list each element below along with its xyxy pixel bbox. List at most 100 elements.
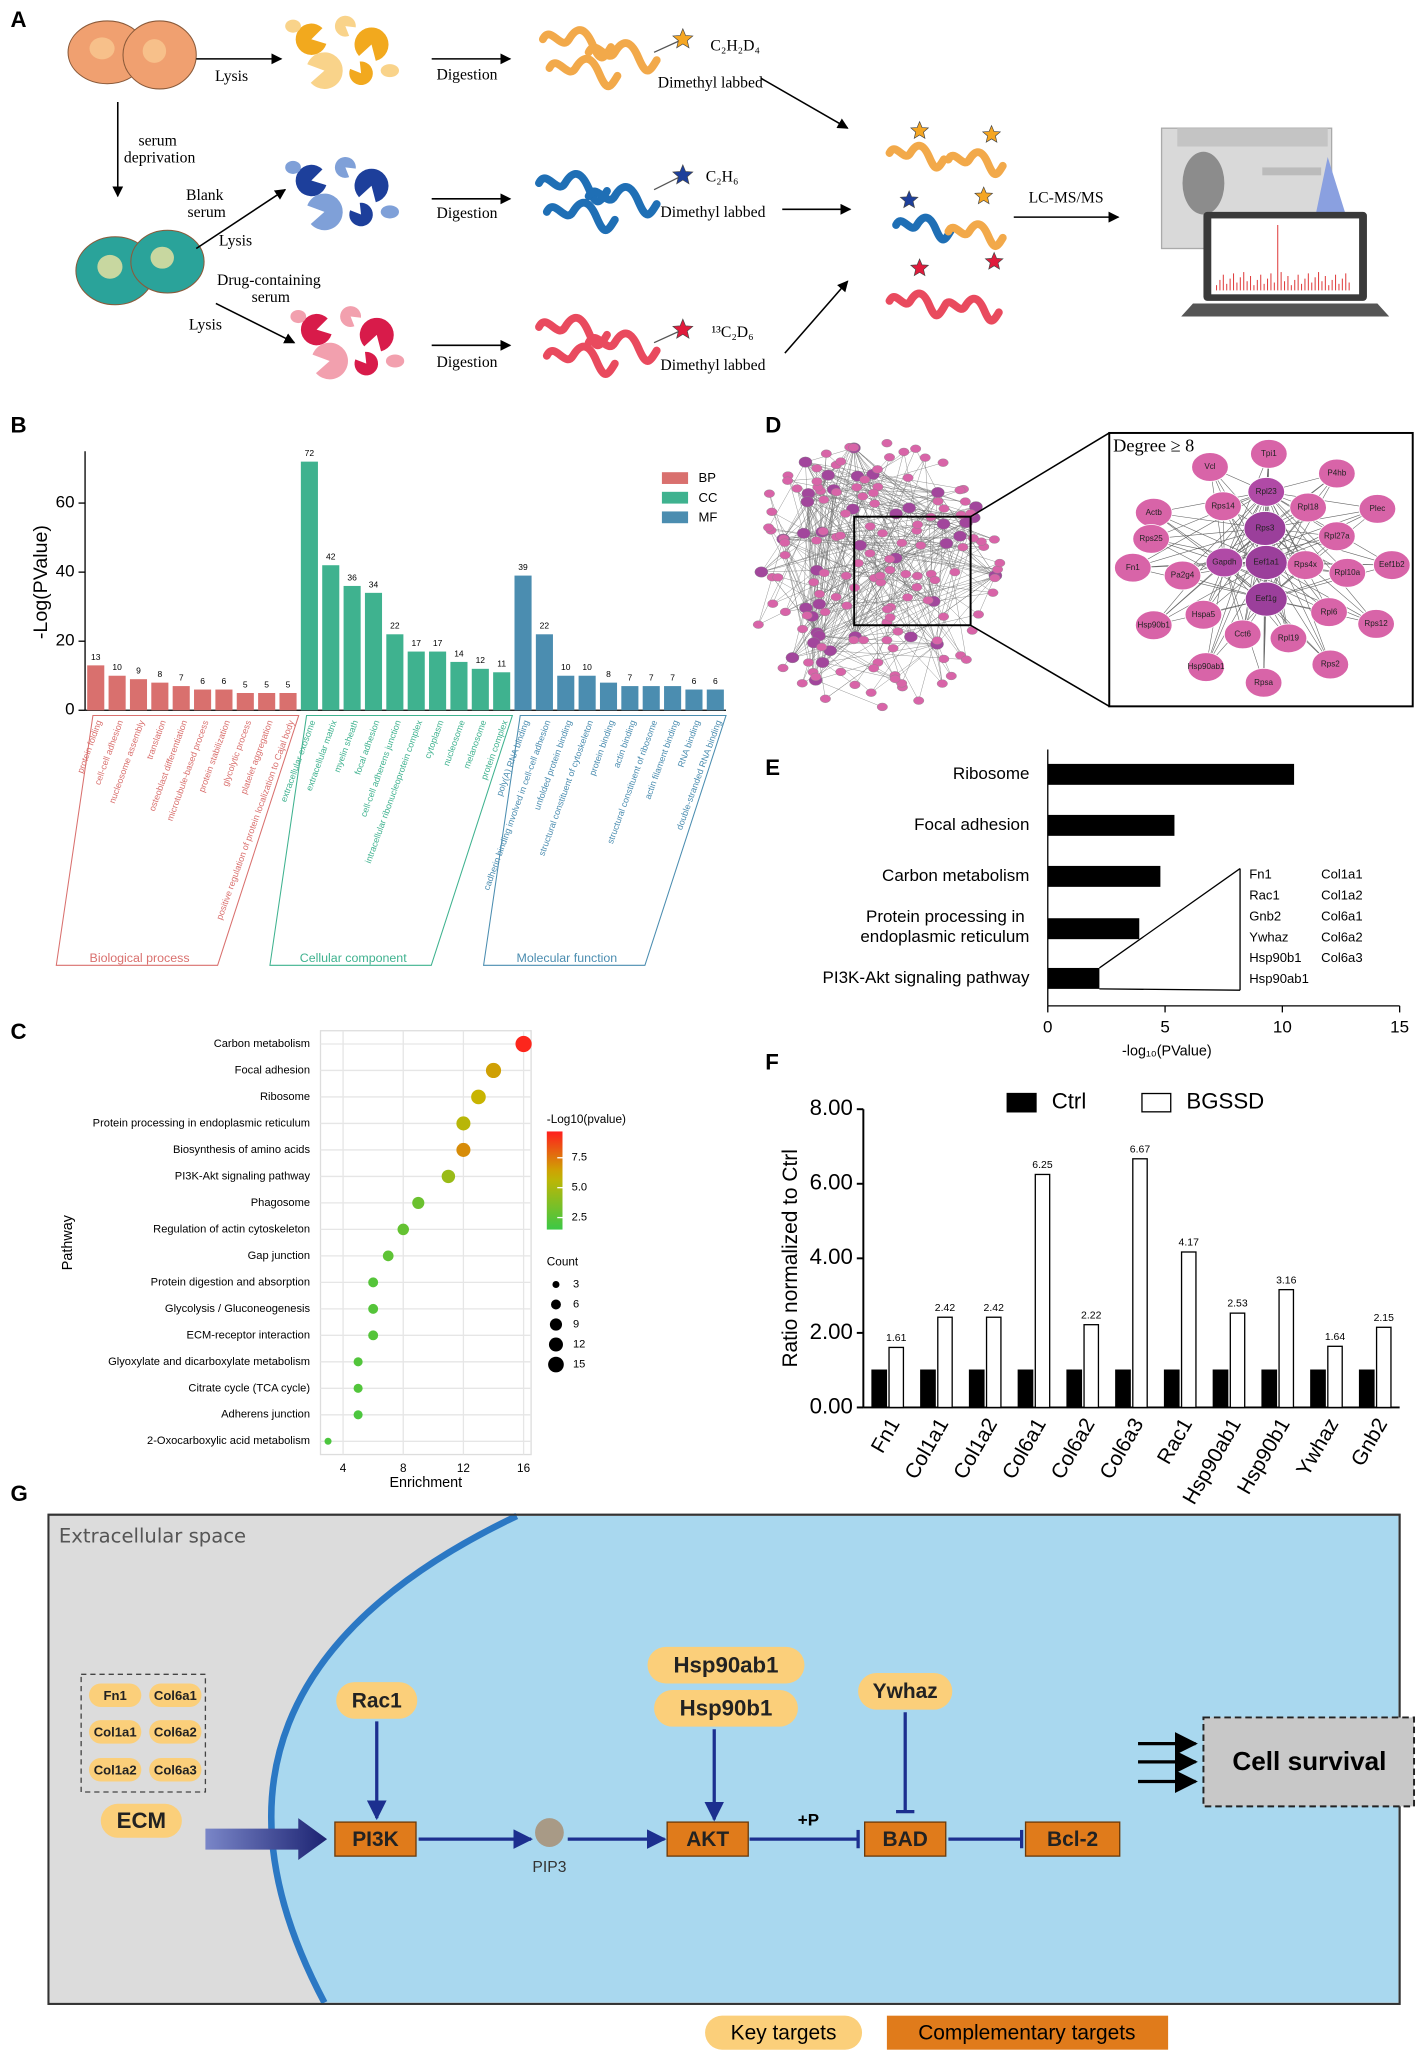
x-tick-label: double-stranded RNA binding [674,719,723,831]
network-node [808,578,820,587]
bar [1047,814,1175,836]
bar [1180,1251,1197,1409]
bar [279,692,297,711]
network-node [912,520,924,529]
schematic-label: C₂H₆ [706,168,739,185]
membrane [268,1513,519,2005]
x-tick-label: Col6a2 [1047,1414,1100,1483]
node-label: Rpsa [1254,678,1273,687]
network-edge [769,493,813,617]
network-node [811,536,822,545]
bar [1327,1345,1343,1409]
nucleus [89,37,115,60]
peptide [535,313,611,350]
network-node [915,541,927,550]
node-label: Hsp90ab1 [1188,662,1225,671]
network-edge [818,507,910,636]
data-label: 10 [112,662,122,672]
bar [642,686,660,711]
network-node [902,593,913,602]
schematic-label-line: deprivation [124,149,196,166]
bar [386,634,404,711]
network-node [818,495,830,504]
peptide [584,39,661,75]
node-label: Plec [1370,504,1386,513]
network-node [819,694,831,703]
ecm-group [80,1673,207,1793]
panel-label: B [11,412,27,437]
network-node [815,657,830,668]
network-edge [1266,562,1377,625]
network-node [1205,547,1244,578]
x-tick-label: Gnb2 [1347,1414,1392,1470]
bar [599,682,618,711]
legend-swatch [1006,1092,1037,1113]
fragment [285,160,301,174]
data-label: 39 [518,562,528,572]
network-edge [772,475,829,604]
network-edge [796,488,823,533]
laptop-display [1211,218,1360,295]
bar [215,689,233,711]
x-tick-label: 10 [1273,1018,1292,1037]
y-tick-label: Phagosome [251,1197,310,1209]
x-tick-label: Col6a1 [998,1414,1051,1483]
network-node [800,496,815,508]
bar [1261,1369,1278,1409]
network-node [889,674,901,683]
network-node [1358,494,1397,524]
network-edge [871,643,938,693]
y-axis-label: Pathway [60,1214,76,1270]
nucleus [97,254,123,279]
data-label: 6.67 [1130,1144,1151,1155]
network-edge [836,464,896,559]
data-label: 7 [627,672,632,682]
fragment [385,354,405,368]
legend-swatch [661,472,689,484]
y-tick-label: Ribosome [260,1091,310,1103]
dot [441,1169,456,1184]
network-node [819,607,831,617]
bar [1310,1369,1326,1409]
colorbar-tick-label: 5.0 [572,1182,587,1194]
data-label: 13 [91,652,101,662]
complementary-target-label: Bcl-2 [1047,1828,1098,1851]
fragment [290,310,307,324]
key-target-label: Col6a2 [154,1725,197,1740]
arrow [195,189,287,250]
network-edge [813,642,938,645]
bar [1132,1158,1148,1409]
network-edge [936,575,996,645]
fragment [334,15,356,37]
dot [353,1357,363,1367]
callout-line [1099,868,1241,969]
x-axis-label: -log₁₀(PValue) [1122,1043,1212,1059]
schematic-label: ¹³C₂D₆ [711,324,753,341]
network-node [1114,552,1152,583]
network-edge [1266,491,1348,574]
node-label: Cct6 [1234,630,1251,639]
x-tick-label: 8 [400,1462,407,1475]
network-edge [918,522,967,701]
network-node [892,627,904,636]
network-edge [857,475,939,502]
y-tick-label: Ribosome [953,764,1030,783]
network-edge [833,489,910,509]
complementary-target [666,1821,749,1857]
fragment [334,156,356,178]
bar [920,1369,936,1409]
network-edge [895,558,943,684]
network-node [796,527,811,539]
key-target-label: Col6a1 [154,1688,197,1703]
label-star [672,27,694,49]
label-star [984,251,1004,270]
x-tick-label: 5 [1160,1018,1169,1037]
network-node [818,568,830,578]
network-edge [927,523,944,601]
panel-label: F [765,1049,779,1074]
ms-panel [1262,167,1322,176]
metabolite [535,1818,564,1847]
network-node [1244,581,1288,617]
network-node [816,642,828,652]
